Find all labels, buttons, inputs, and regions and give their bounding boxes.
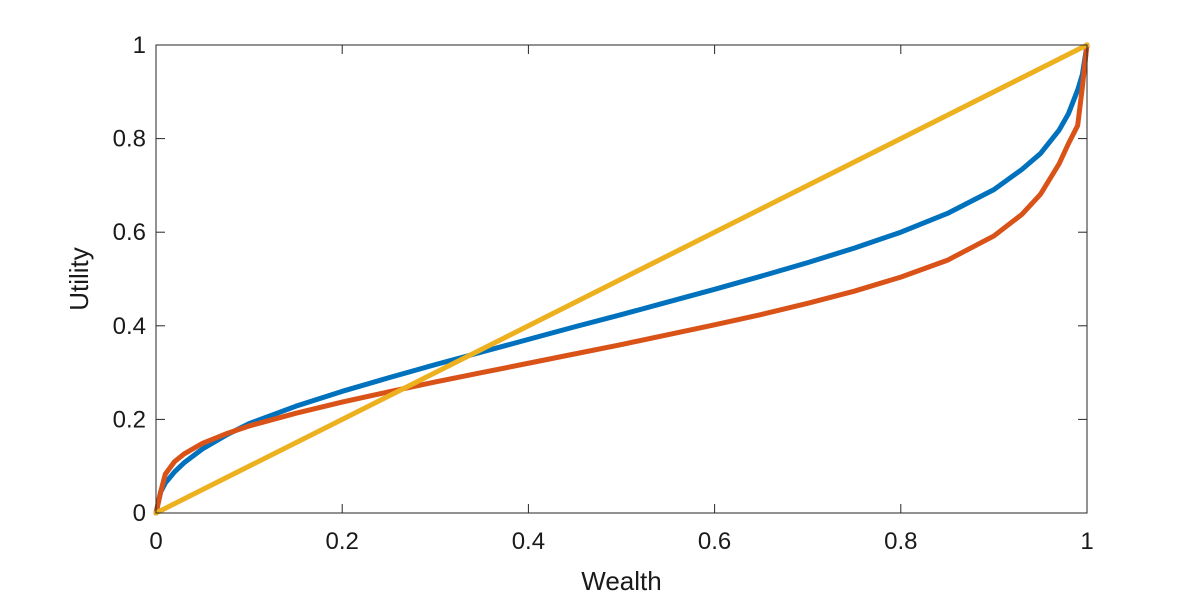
y-axis-label: Utility [64, 247, 94, 311]
y-tick-label: 0.8 [113, 126, 146, 153]
x-tick-label: 0 [149, 528, 162, 555]
x-tick-label: 0.2 [326, 528, 359, 555]
series-line-1 [153, 42, 1090, 516]
y-tick-label: 0.6 [113, 219, 146, 246]
x-tick-label: 1 [1080, 528, 1093, 555]
y-tick-label: 0.4 [113, 313, 146, 340]
series-line-3 [153, 42, 1090, 516]
x-tick-label: 0.6 [698, 528, 731, 555]
series-layer [153, 42, 1090, 516]
x-tick-label: 0.8 [884, 528, 917, 555]
y-tick-label: 0.2 [113, 406, 146, 433]
y-tick-label: 1 [133, 32, 146, 59]
axes-box [155, 44, 1088, 514]
x-axis-label: Wealth [581, 566, 661, 596]
tick-labels: 0 0.2 0.4 0.6 0.8 1 0 0.2 0.4 0.6 0.8 1 [113, 32, 1094, 555]
series-line-2 [153, 42, 1090, 516]
y-tick-label: 0 [133, 500, 146, 527]
x-tick-label: 0.4 [512, 528, 545, 555]
